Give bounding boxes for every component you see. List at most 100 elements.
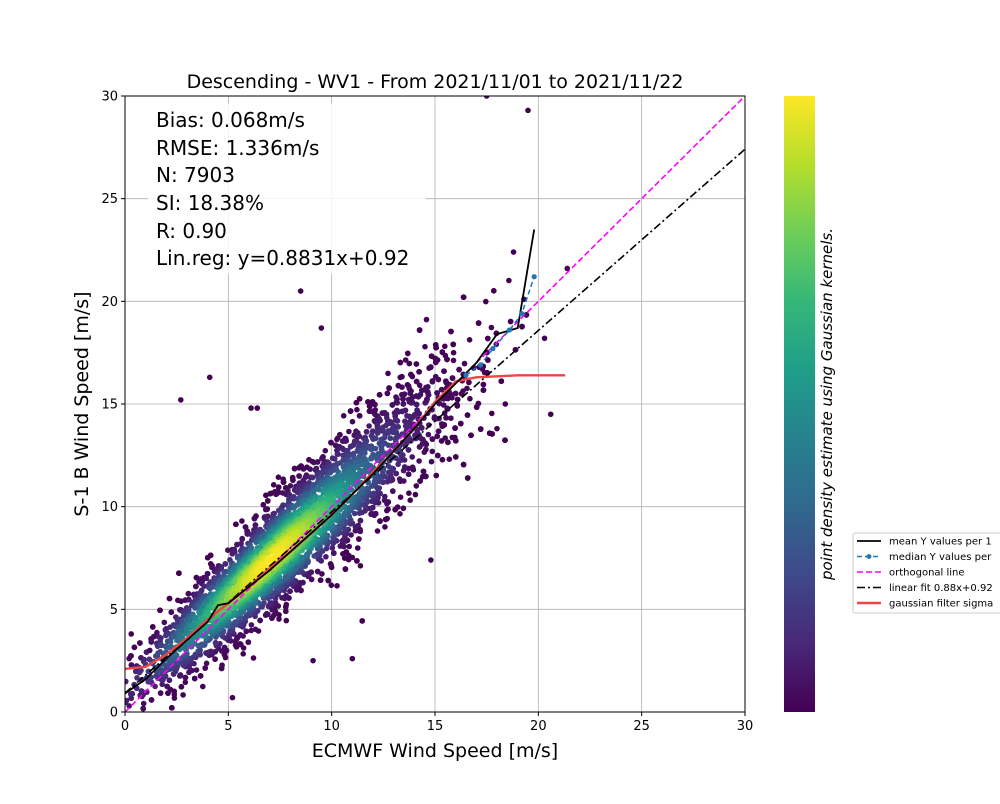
density-point: [489, 325, 495, 331]
density-point: [265, 498, 271, 504]
density-point: [149, 697, 155, 703]
density-point: [377, 392, 383, 398]
density-point: [444, 380, 450, 386]
density-point: [452, 425, 458, 431]
density-point: [399, 384, 405, 390]
density-point: [167, 596, 173, 602]
density-point: [436, 377, 442, 383]
density-point: [502, 437, 508, 443]
density-point: [186, 591, 192, 597]
density-point: [176, 570, 182, 576]
density-point: [433, 345, 439, 351]
density-point: [252, 516, 258, 522]
density-point: [397, 476, 403, 482]
density-point: [409, 454, 415, 460]
density-point: [467, 396, 473, 402]
density-point: [341, 413, 347, 419]
density-point: [281, 479, 287, 485]
density-point: [311, 553, 317, 559]
density-point: [208, 553, 214, 559]
density-point: [442, 344, 448, 350]
density-point: [426, 365, 432, 371]
density-point: [315, 459, 321, 465]
density-point: [371, 491, 377, 497]
density-point: [137, 640, 143, 646]
density-point: [251, 655, 257, 661]
density-point: [398, 360, 404, 366]
density-point: [331, 550, 337, 556]
density-point: [343, 438, 349, 444]
density-point: [382, 494, 388, 500]
density-point: [223, 561, 229, 567]
density-point: [261, 600, 267, 606]
density-point: [402, 464, 408, 470]
density-point: [408, 400, 414, 406]
density-point: [506, 278, 512, 284]
density-point: [417, 327, 423, 333]
density-point: [335, 493, 341, 499]
density-point: [434, 473, 440, 479]
density-point: [416, 458, 422, 464]
density-point: [284, 602, 290, 608]
density-point: [284, 618, 290, 624]
density-point: [401, 506, 407, 512]
density-point: [366, 423, 372, 429]
density-point: [276, 474, 282, 480]
density-point: [397, 511, 403, 517]
density-point: [328, 561, 334, 567]
density-point: [132, 645, 138, 651]
density-point: [283, 574, 289, 580]
density-point: [367, 403, 373, 409]
density-point: [402, 391, 408, 397]
density-point: [330, 545, 336, 551]
density-point: [375, 430, 381, 436]
density-point: [248, 628, 254, 634]
density-point: [271, 482, 277, 488]
density-point: [448, 329, 454, 335]
density-point: [390, 488, 396, 494]
density-point: [386, 385, 392, 391]
density-point: [239, 518, 245, 524]
density-point: [169, 609, 175, 615]
density-point: [192, 676, 198, 682]
density-point: [334, 583, 340, 589]
density-point: [481, 387, 487, 393]
density-point: [264, 506, 270, 512]
density-point: [439, 421, 445, 427]
density-point: [465, 412, 471, 418]
density-point: [395, 418, 401, 424]
density-point: [375, 528, 381, 534]
density-point: [399, 409, 405, 415]
chart-title: Descending - WV1 - From 2021/11/01 to 20…: [187, 71, 684, 93]
density-point: [167, 677, 173, 683]
density-point: [453, 454, 459, 460]
density-point: [238, 632, 244, 638]
density-point: [399, 374, 405, 380]
density-point: [416, 394, 422, 400]
density-point: [240, 651, 246, 657]
density-point: [257, 618, 263, 624]
density-point: [362, 450, 368, 456]
density-point: [267, 600, 273, 606]
density-point: [407, 497, 413, 503]
density-point: [410, 374, 416, 380]
density-point: [434, 390, 440, 396]
density-point: [403, 423, 409, 429]
density-point: [290, 477, 296, 483]
density-point: [414, 483, 420, 489]
density-point: [451, 358, 457, 364]
density-point: [481, 382, 487, 388]
density-point: [406, 471, 412, 477]
density-point: [276, 484, 282, 490]
density-point: [246, 639, 252, 645]
density-point: [151, 634, 157, 640]
density-point: [407, 361, 413, 367]
density-point: [200, 684, 206, 690]
density-point: [264, 611, 270, 617]
density-point: [351, 442, 357, 448]
density-point: [307, 466, 313, 472]
density-point: [485, 336, 491, 342]
density-point: [487, 430, 493, 436]
density-point: [385, 371, 391, 377]
